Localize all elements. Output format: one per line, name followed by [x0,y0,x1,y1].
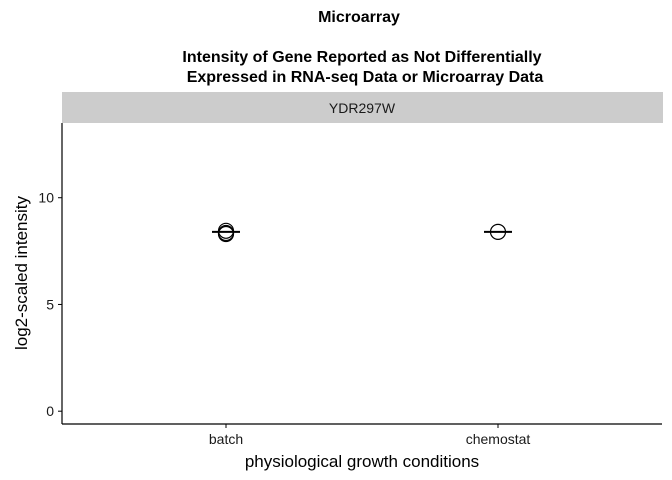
y-tick-label: 0 [46,403,54,419]
chart-title-line2: Intensity of Gene Reported as Not Differ… [182,49,541,66]
x-axis-title: physiological growth conditions [245,452,479,471]
chart-title-line1: Microarray [318,9,400,26]
data-point [217,225,235,243]
x-tick-label: batch [209,431,243,447]
facet-strip-label: YDR297W [329,100,396,116]
y-tick-label: 10 [38,190,54,206]
y-axis-title: log2-scaled intensity [12,195,31,350]
plot-area: 0 5 10 batch chemostat [38,123,662,447]
x-tick-label: chemostat [466,431,531,447]
data-point [217,222,235,239]
chart-title-line3: Expressed in RNA-seq Data or Microarray … [187,69,544,86]
y-tick-label: 5 [46,296,54,312]
facet-strip [62,92,663,123]
